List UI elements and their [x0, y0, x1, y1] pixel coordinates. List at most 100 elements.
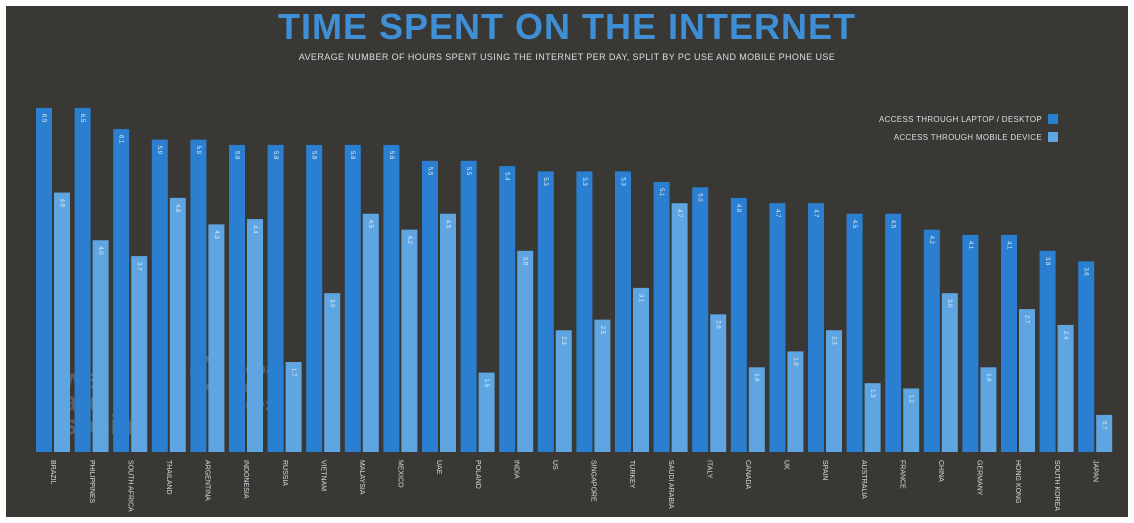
bar-desktop	[383, 144, 400, 453]
bar-value-label: 2.5	[599, 326, 605, 335]
bar-mobile	[980, 367, 997, 452]
bar-mobile	[247, 219, 263, 452]
bar-mobile	[864, 383, 881, 452]
bar-mobile	[710, 314, 727, 452]
bar-desktop	[36, 107, 52, 452]
bar-mobile	[594, 319, 611, 452]
bar-desktop	[846, 213, 863, 452]
bar-desktop	[885, 213, 902, 452]
bar-desktop	[306, 144, 323, 453]
bar-mobile	[671, 203, 688, 452]
bar-value-label: 5.0	[697, 193, 703, 202]
category-label: AUSTRALIA	[860, 460, 867, 499]
bar-desktop	[615, 171, 631, 453]
category-label: BRAZIL	[49, 460, 56, 485]
bar-desktop	[1001, 234, 1017, 452]
bar-mobile	[54, 192, 70, 452]
bar-mobile	[131, 256, 148, 452]
legend-item-mobile: ACCESS THROUGH MOBILE DEVICE	[894, 132, 1058, 142]
bar-value-label: 5.3	[581, 177, 587, 186]
bar-mobile	[401, 229, 418, 452]
bar-value-label: 3.7	[136, 262, 142, 271]
bar-value-label: 1.5	[483, 379, 489, 388]
category-label: SPAIN	[821, 460, 828, 481]
bar-value-label: 1.3	[869, 389, 875, 398]
bar-value-label: 3.8	[1044, 257, 1050, 266]
bar-value-label: 2.3	[560, 336, 566, 345]
category-label: GERMANY	[976, 460, 983, 496]
category-label: HONG KONG	[1014, 460, 1021, 504]
bar-value-label: 5.8	[233, 151, 239, 160]
category-label: MEXICO	[397, 460, 404, 488]
bar-value-label: 1.7	[290, 368, 296, 377]
bar-value-label: 1.6	[985, 373, 991, 382]
category-label: INDIA	[512, 460, 519, 479]
legend-swatch-desktop	[1048, 114, 1058, 124]
bar-value-label: 0.7	[1101, 421, 1107, 430]
bar-value-label: 5.5	[465, 167, 471, 176]
category-label: RUSSIA	[281, 460, 288, 486]
bar-desktop	[422, 160, 438, 452]
category-label: ARGENTINA	[204, 460, 211, 501]
bar-value-label: 5.3	[542, 177, 548, 186]
legend-label-desktop: ACCESS THROUGH LAPTOP / DESKTOP	[879, 114, 1042, 124]
bar-value-label: 4.4	[251, 225, 257, 234]
bar-mobile	[92, 240, 109, 452]
bar-value-label: 2.3	[830, 336, 836, 345]
bar-desktop	[267, 144, 284, 453]
category-label: POLAND	[474, 460, 481, 489]
category-label: US	[551, 460, 558, 470]
bar-value-label: 5.8	[349, 151, 355, 160]
bar-desktop	[499, 166, 516, 452]
bar-value-label: 5.3	[619, 177, 625, 186]
bar-desktop	[962, 234, 979, 452]
category-label: INDONESIA	[242, 460, 249, 499]
bar-desktop	[653, 182, 670, 452]
category-label: SOUTH KOREA	[1053, 460, 1060, 511]
bar-mobile	[1096, 414, 1113, 452]
bar-mobile	[555, 330, 572, 452]
bar-value-label: 5.4	[504, 172, 510, 181]
bar-value-label: 4.9	[58, 199, 64, 208]
category-label: CANADA	[744, 460, 751, 490]
bar-value-label: 3.6	[1083, 267, 1089, 276]
bar-value-label: 4.7	[812, 209, 818, 218]
bar-value-label: 5.8	[311, 151, 317, 160]
bar-mobile	[478, 372, 495, 452]
category-label: THAILAND	[165, 460, 172, 495]
bar-mobile	[748, 367, 765, 452]
bar-value-label: 4.1	[1005, 241, 1011, 250]
bar-desktop	[808, 203, 824, 452]
bar-desktop	[74, 107, 91, 452]
bar-mobile	[362, 213, 379, 452]
bar-mobile	[826, 330, 842, 452]
bar-mobile	[324, 293, 341, 452]
bar-value-label: 2.7	[1023, 315, 1029, 324]
bar-value-label: 4.8	[735, 204, 741, 213]
bar-desktop	[1078, 261, 1095, 452]
category-label: VIETNAM	[319, 460, 326, 491]
chart-title: TIME SPENT ON THE INTERNET	[277, 6, 857, 47]
bar-desktop	[151, 139, 168, 452]
bar-desktop	[576, 171, 593, 453]
bar-value-label: 4.7	[774, 209, 780, 218]
category-label: JAPAN	[1091, 460, 1098, 482]
bar-mobile	[169, 197, 186, 452]
bar-value-label: 4.7	[676, 209, 682, 218]
category-label: ITALY	[705, 460, 712, 479]
bar-value-label: 3.1	[637, 294, 643, 303]
bar-mobile	[941, 293, 958, 452]
bar-value-label: 6.1	[118, 135, 124, 144]
category-label: TURKEY	[628, 460, 635, 489]
legend-item-desktop: ACCESS THROUGH LAPTOP / DESKTOP	[879, 114, 1058, 124]
bar-mobile	[1019, 309, 1035, 452]
bar-mobile	[1057, 324, 1074, 452]
bar-value-label: 4.2	[928, 236, 934, 245]
bar-value-label: 4.8	[174, 204, 180, 213]
bar-mobile	[903, 388, 920, 452]
bar-value-label: 5.8	[388, 151, 394, 160]
bar-value-label: 4.3	[213, 230, 219, 239]
bar-desktop	[113, 129, 130, 452]
